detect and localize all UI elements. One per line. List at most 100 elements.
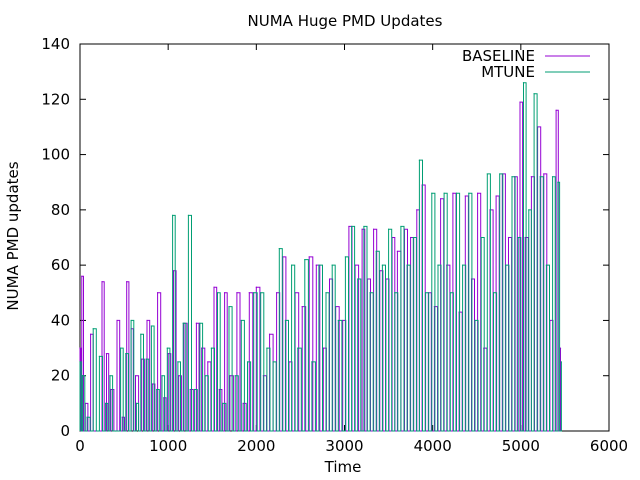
axis-ticks: 0 1000 2000 3000 4000 5000 6000 0 20 40 60 80 100 120… — [41, 35, 628, 455]
data-point — [539, 176, 541, 178]
data-point — [524, 236, 526, 239]
data-point — [507, 236, 510, 239]
data-point — [140, 333, 142, 335]
series-line — [79, 82, 562, 432]
data-point — [452, 192, 454, 194]
data-point — [462, 264, 464, 266]
data-point — [81, 275, 83, 277]
data-point — [116, 319, 118, 322]
data-point — [201, 347, 203, 349]
data-point — [171, 214, 174, 216]
data-point — [189, 388, 191, 391]
series-line — [79, 101, 561, 432]
data-point — [272, 361, 274, 363]
data-point — [278, 247, 280, 250]
data-point — [511, 176, 513, 178]
data-point — [284, 319, 287, 322]
data-point — [387, 228, 390, 230]
data-point — [311, 361, 313, 363]
x-tick-label: 3000 — [325, 437, 363, 455]
data-point — [545, 264, 548, 266]
x-tick-label: 5000 — [502, 437, 540, 455]
x-tick-label: 4000 — [414, 437, 452, 455]
data-point — [134, 375, 137, 377]
data-point — [199, 322, 201, 324]
data-point — [528, 209, 530, 211]
data-point — [204, 375, 206, 377]
data-point — [246, 361, 249, 363]
data-point — [110, 388, 112, 391]
data-point — [109, 375, 111, 377]
data-point — [406, 264, 408, 266]
data-point — [455, 192, 458, 194]
data-point — [150, 325, 153, 327]
data-point — [342, 319, 344, 322]
data-point — [477, 192, 479, 194]
x-tick-label: 6000 — [590, 437, 628, 455]
data-point — [492, 292, 495, 294]
chart-title: NUMA Huge PMD Updates — [248, 12, 443, 30]
data-point — [431, 192, 433, 194]
data-point — [79, 347, 81, 349]
data-point — [125, 353, 127, 355]
data-point — [253, 292, 255, 294]
data-point — [443, 192, 445, 194]
data-point — [135, 402, 138, 404]
data-point — [381, 264, 384, 266]
data-point — [308, 256, 310, 258]
data-point — [357, 278, 359, 280]
data-point — [543, 173, 545, 175]
data-point — [222, 402, 224, 404]
data-point — [268, 333, 271, 335]
data-point — [248, 292, 250, 294]
data-point — [412, 236, 414, 239]
data-point — [151, 383, 153, 385]
data-point — [210, 347, 212, 349]
data-point — [145, 358, 147, 360]
data-point — [505, 264, 507, 266]
legend-label: MTUNE — [481, 63, 535, 81]
data-point — [229, 375, 231, 377]
x-axis-label: Time — [324, 458, 362, 476]
data-point — [350, 225, 353, 228]
data-point — [361, 228, 363, 230]
data-point — [499, 173, 501, 175]
data-point — [464, 195, 466, 197]
data-point — [304, 259, 306, 261]
data-point — [207, 361, 209, 363]
data-point — [533, 93, 535, 95]
data-point — [178, 375, 180, 377]
data-point — [555, 109, 557, 111]
data-point — [236, 292, 238, 294]
y-tick-label: 80 — [51, 201, 70, 219]
data-point — [240, 319, 242, 322]
data-point — [92, 328, 94, 330]
data-point — [89, 333, 92, 335]
data-point — [480, 236, 482, 239]
data-point — [396, 250, 398, 252]
data-point — [182, 322, 184, 324]
y-axis-label: NUMA PMD updates — [4, 161, 22, 310]
series-mtune — [79, 82, 562, 432]
data-point — [141, 358, 143, 360]
data-point — [177, 361, 179, 363]
data-point — [105, 353, 108, 355]
data-point — [331, 264, 333, 266]
data-point — [146, 319, 148, 322]
data-point — [519, 101, 521, 103]
data-point — [348, 225, 350, 228]
data-point — [318, 264, 320, 266]
data-point — [163, 397, 165, 399]
data-point — [228, 306, 230, 308]
data-point — [325, 292, 327, 294]
data-point — [167, 353, 169, 355]
data-point — [363, 225, 365, 228]
plot-frame — [79, 43, 610, 432]
data-point — [104, 402, 107, 404]
data-point — [119, 347, 122, 349]
data-point — [530, 176, 533, 178]
data-point — [234, 375, 236, 377]
data-point — [337, 319, 339, 322]
